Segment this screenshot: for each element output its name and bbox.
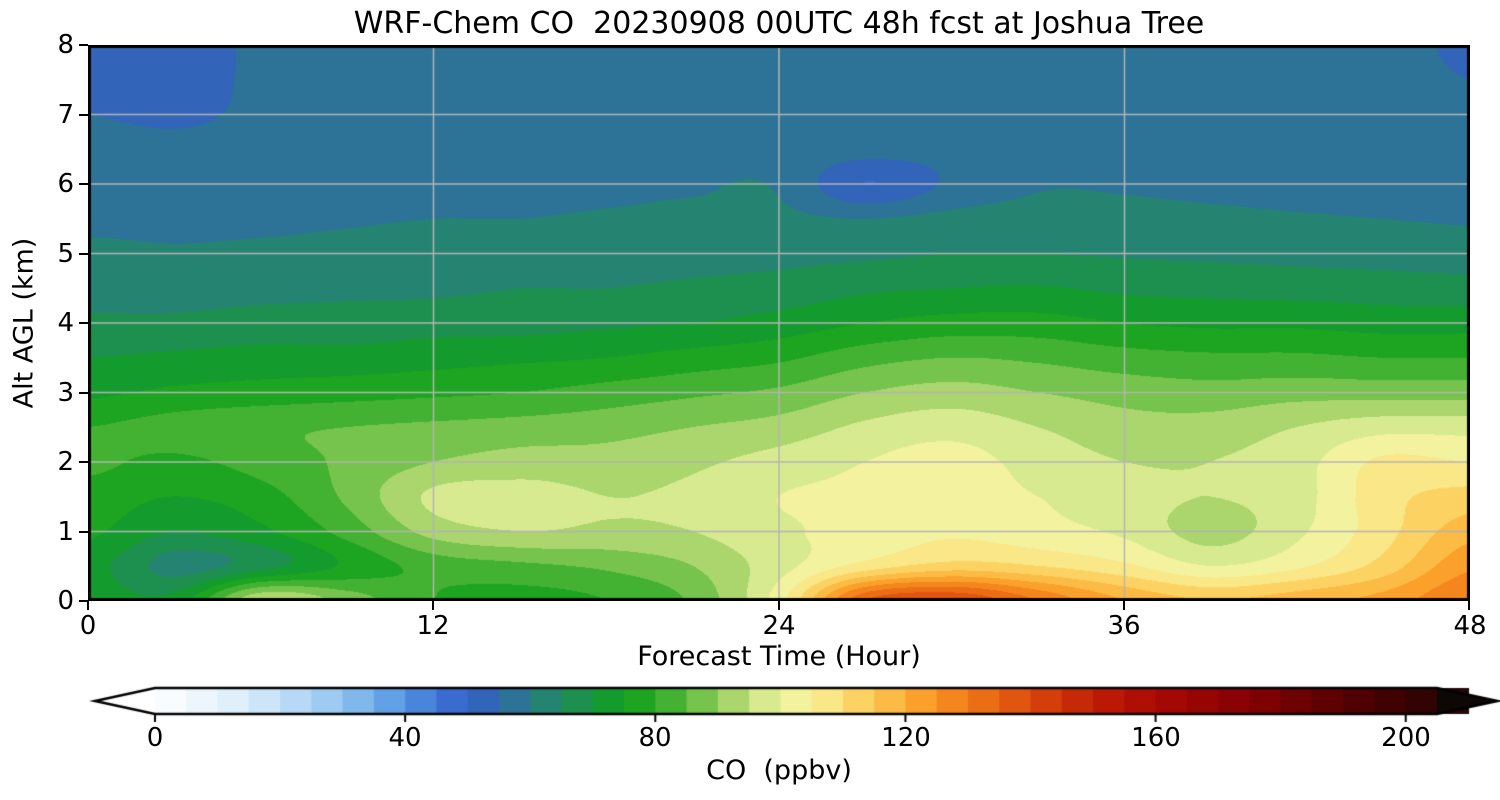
colorbar-tick-label: 80 bbox=[638, 723, 672, 753]
colorbar-tick-label: 200 bbox=[1381, 723, 1431, 753]
y-tick-label: 2 bbox=[57, 447, 74, 477]
y-tick-label: 0 bbox=[57, 586, 74, 616]
y-tick bbox=[79, 391, 88, 394]
y-tick bbox=[79, 600, 88, 602]
y-tick-label: 1 bbox=[57, 516, 74, 547]
colorbar-label: CO (ppbv) bbox=[706, 755, 852, 786]
x-tick bbox=[778, 601, 780, 610]
x-tick bbox=[432, 601, 434, 610]
y-tick-label: 3 bbox=[57, 377, 74, 408]
y-tick bbox=[79, 44, 88, 46]
y-tick bbox=[79, 183, 88, 185]
plot-title: WRF-Chem CO 20230908 00UTC 48h fcst at J… bbox=[353, 6, 1205, 41]
x-tick-label: 24 bbox=[762, 611, 796, 641]
y-tick bbox=[79, 461, 88, 463]
x-tick-label: 48 bbox=[1453, 611, 1487, 641]
colorbar-tick-label: 120 bbox=[881, 723, 931, 753]
x-tick-label: 0 bbox=[79, 611, 97, 641]
y-tick bbox=[79, 113, 88, 116]
y-tick bbox=[79, 252, 88, 255]
x-tick bbox=[1123, 601, 1125, 610]
y-tick-label: 5 bbox=[57, 238, 74, 269]
colorbar-tick-label: 40 bbox=[388, 723, 422, 753]
y-tick bbox=[79, 322, 88, 324]
x-tick-label: 12 bbox=[416, 611, 450, 641]
colorbar-canvas bbox=[88, 684, 1500, 724]
y-tick-label: 8 bbox=[57, 30, 74, 60]
y-tick bbox=[79, 530, 88, 533]
x-tick-label: 36 bbox=[1107, 611, 1141, 641]
contour-field-canvas bbox=[88, 45, 1470, 601]
colorbar-tick-label: 160 bbox=[1131, 723, 1181, 753]
y-tick-label: 6 bbox=[57, 169, 74, 199]
y-tick-label: 7 bbox=[57, 99, 74, 130]
x-tick bbox=[87, 601, 89, 610]
y-tick-label: 4 bbox=[57, 308, 74, 338]
colorbar-tick-label: 0 bbox=[146, 723, 164, 753]
x-tick bbox=[1468, 601, 1470, 610]
x-axis-label: Forecast Time (Hour) bbox=[637, 641, 921, 672]
